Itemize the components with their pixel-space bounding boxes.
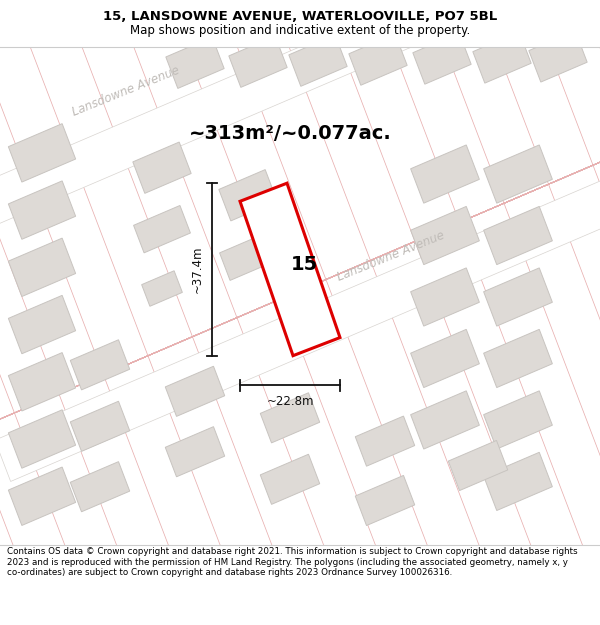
Text: ~22.8m: ~22.8m: [266, 395, 314, 408]
Polygon shape: [484, 391, 553, 449]
Polygon shape: [410, 329, 479, 388]
Text: Map shows position and indicative extent of the property.: Map shows position and indicative extent…: [130, 24, 470, 36]
Polygon shape: [355, 416, 415, 466]
Polygon shape: [410, 206, 479, 264]
Polygon shape: [134, 206, 190, 253]
Polygon shape: [8, 296, 76, 354]
Polygon shape: [529, 31, 587, 82]
Polygon shape: [289, 35, 347, 86]
Polygon shape: [133, 142, 191, 193]
Polygon shape: [70, 401, 130, 451]
Polygon shape: [473, 32, 531, 83]
Polygon shape: [142, 271, 182, 306]
Polygon shape: [260, 454, 320, 504]
Polygon shape: [0, 83, 600, 481]
Text: 15, LANSDOWNE AVENUE, WATERLOOVILLE, PO7 5BL: 15, LANSDOWNE AVENUE, WATERLOOVILLE, PO7…: [103, 10, 497, 23]
Polygon shape: [448, 441, 508, 491]
Polygon shape: [165, 427, 225, 477]
Polygon shape: [229, 36, 287, 88]
Polygon shape: [8, 238, 76, 296]
Polygon shape: [8, 467, 76, 526]
Polygon shape: [349, 34, 407, 85]
Polygon shape: [484, 268, 553, 326]
Polygon shape: [8, 124, 76, 182]
Text: Lansdowne Avenue: Lansdowne Avenue: [70, 64, 181, 119]
Polygon shape: [70, 340, 130, 390]
Polygon shape: [484, 329, 553, 388]
Text: ~313m²/~0.077ac.: ~313m²/~0.077ac.: [188, 124, 391, 143]
Polygon shape: [484, 145, 553, 203]
Polygon shape: [484, 452, 553, 511]
Polygon shape: [8, 181, 76, 239]
Polygon shape: [70, 462, 130, 512]
Polygon shape: [355, 476, 415, 526]
Text: 15: 15: [290, 254, 317, 274]
Polygon shape: [220, 233, 277, 281]
Text: Lansdowne Avenue: Lansdowne Avenue: [335, 229, 446, 284]
Text: Contains OS data © Crown copyright and database right 2021. This information is : Contains OS data © Crown copyright and d…: [7, 548, 578, 578]
Polygon shape: [165, 366, 225, 416]
Polygon shape: [166, 37, 224, 88]
Polygon shape: [410, 391, 479, 449]
Polygon shape: [0, 0, 600, 315]
Polygon shape: [260, 392, 320, 443]
Polygon shape: [410, 145, 479, 203]
Polygon shape: [8, 352, 76, 411]
Polygon shape: [240, 183, 340, 356]
Polygon shape: [410, 268, 479, 326]
Polygon shape: [413, 33, 471, 84]
Polygon shape: [8, 410, 76, 468]
Text: ~37.4m: ~37.4m: [191, 246, 204, 293]
Polygon shape: [219, 169, 277, 221]
Polygon shape: [484, 206, 553, 264]
